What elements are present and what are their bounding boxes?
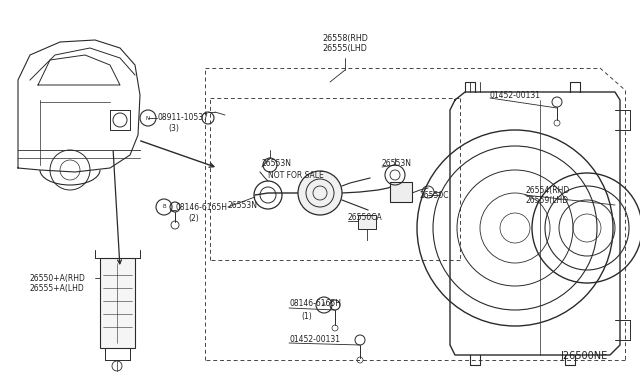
Bar (358, 215, 376, 229)
Text: 26553N: 26553N (382, 160, 412, 169)
Text: 26553N: 26553N (228, 201, 258, 209)
Text: NOT FOR SALE: NOT FOR SALE (268, 171, 324, 180)
Text: 08911-10537: 08911-10537 (157, 113, 208, 122)
Text: (2): (2) (188, 215, 199, 224)
Text: J26500NE: J26500NE (560, 351, 607, 361)
Circle shape (298, 171, 342, 215)
Text: 26555+A(LHD: 26555+A(LHD (30, 285, 84, 294)
Text: 26550C: 26550C (420, 190, 449, 199)
Text: (3): (3) (168, 125, 179, 134)
Text: B: B (162, 205, 166, 209)
Text: 26553N: 26553N (262, 160, 292, 169)
Text: A: A (322, 302, 326, 308)
Text: 26555(LHD: 26555(LHD (323, 45, 367, 54)
Bar (390, 182, 412, 202)
Text: N: N (146, 115, 150, 121)
Text: 26550+A(RHD: 26550+A(RHD (30, 273, 86, 282)
Text: 26559(LHD: 26559(LHD (525, 196, 568, 205)
Text: 26558(RHD: 26558(RHD (322, 33, 368, 42)
Text: 26554(RHD: 26554(RHD (525, 186, 569, 195)
Text: 01452-00131: 01452-00131 (490, 90, 541, 99)
Text: 08146-6165H: 08146-6165H (289, 299, 341, 308)
Text: 26550CA: 26550CA (348, 214, 383, 222)
Text: 01452-00131: 01452-00131 (289, 336, 340, 344)
Bar (100, 258, 135, 348)
Text: 08146-6165H: 08146-6165H (176, 202, 228, 212)
Text: (1): (1) (301, 311, 312, 321)
